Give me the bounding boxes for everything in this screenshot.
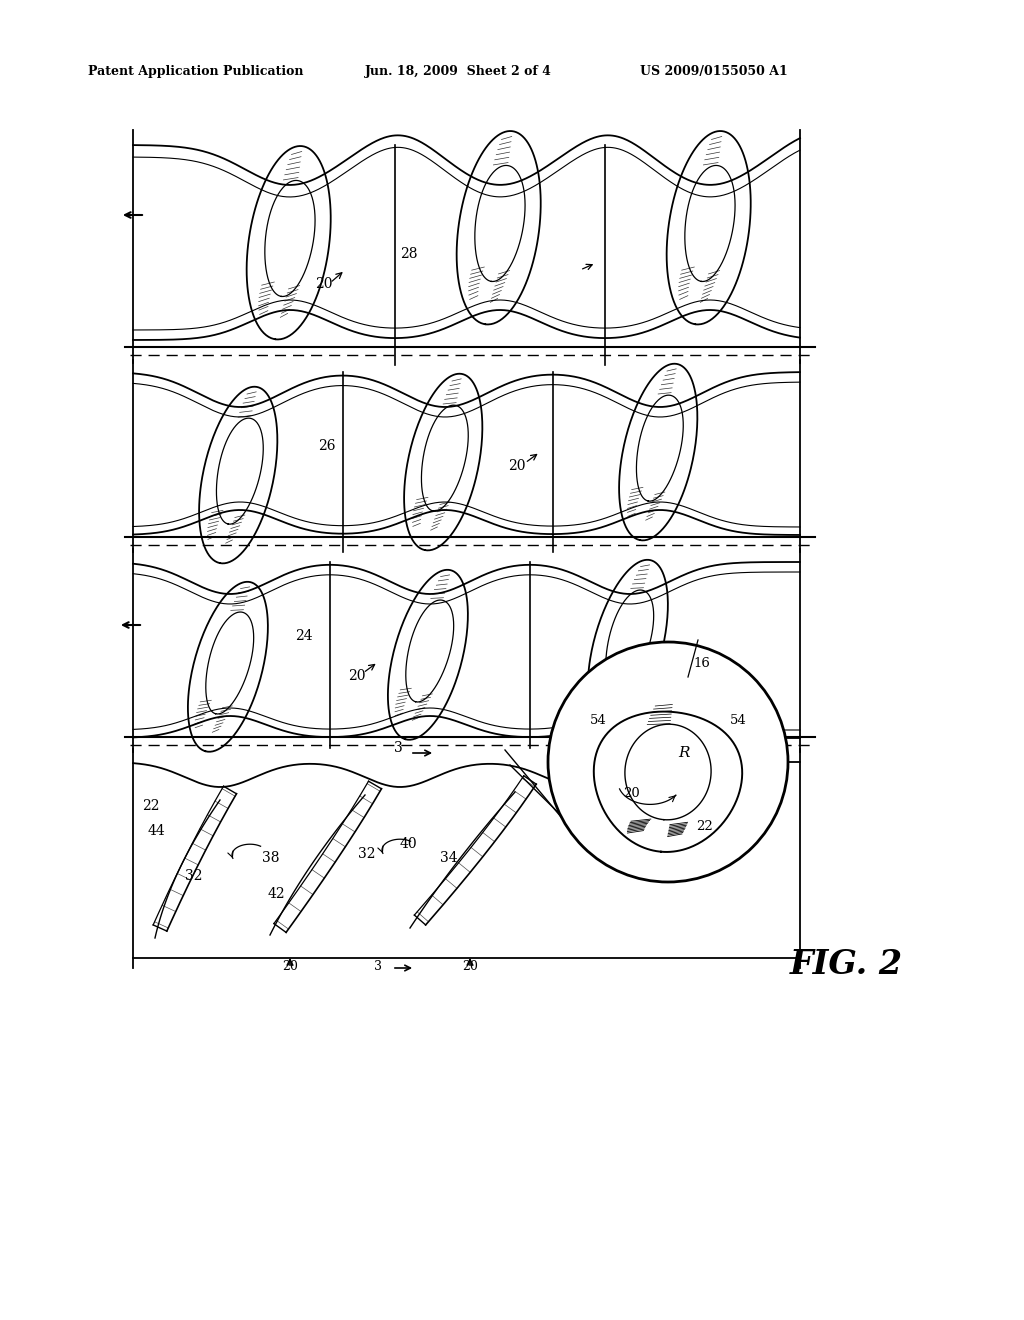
- Text: 24: 24: [295, 630, 312, 643]
- Text: 20: 20: [315, 277, 333, 290]
- Text: 22: 22: [142, 799, 160, 813]
- Text: 20: 20: [348, 669, 366, 682]
- Text: 16: 16: [693, 657, 710, 671]
- Text: 34: 34: [440, 851, 458, 865]
- Text: 54: 54: [590, 714, 607, 727]
- Text: 40: 40: [400, 837, 418, 851]
- Text: FIG. 2: FIG. 2: [790, 949, 903, 982]
- Text: 26: 26: [318, 440, 336, 453]
- Text: US 2009/0155050 A1: US 2009/0155050 A1: [640, 66, 787, 78]
- Text: 20: 20: [623, 787, 640, 800]
- Text: 22: 22: [696, 820, 713, 833]
- Text: 20: 20: [508, 459, 525, 473]
- Text: 28: 28: [400, 247, 418, 261]
- Circle shape: [548, 642, 788, 882]
- Text: 32: 32: [185, 869, 203, 883]
- Text: 20: 20: [462, 960, 478, 973]
- Text: 38: 38: [262, 851, 280, 865]
- Text: Patent Application Publication: Patent Application Publication: [88, 66, 303, 78]
- Text: 20: 20: [282, 960, 298, 973]
- Text: 3: 3: [374, 960, 382, 973]
- Text: 54: 54: [730, 714, 746, 727]
- Text: 44: 44: [148, 824, 166, 838]
- Text: 3: 3: [393, 741, 402, 755]
- Text: 32: 32: [358, 847, 376, 861]
- Text: Jun. 18, 2009  Sheet 2 of 4: Jun. 18, 2009 Sheet 2 of 4: [365, 66, 552, 78]
- Text: 42: 42: [268, 887, 286, 902]
- Text: R: R: [678, 746, 689, 760]
